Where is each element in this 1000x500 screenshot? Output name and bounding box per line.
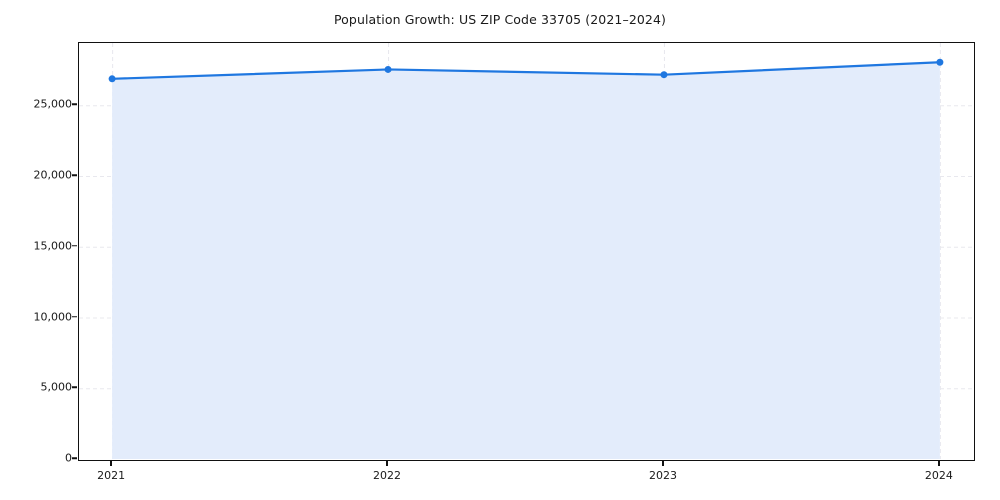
x-tick-mark <box>386 461 388 466</box>
y-axis-tick-labels: 0 5,000 10,000 15,000 20,000 25,000 <box>6 0 73 500</box>
x-tick-label: 2024 <box>924 469 953 482</box>
y-tick-label: 20,000 <box>33 168 73 182</box>
chart-title: Population Growth: US ZIP Code 33705 (20… <box>333 12 667 27</box>
data-point-2022 <box>384 65 392 73</box>
x-tick-mark <box>110 461 112 466</box>
plot-svg <box>79 43 973 459</box>
x-tick-label: 2021 <box>97 469 126 482</box>
y-tick-label: 25,000 <box>33 97 73 111</box>
x-tick-mark <box>938 461 940 466</box>
y-tick-label: 5,000 <box>40 380 73 394</box>
y-tick-mark <box>72 245 77 247</box>
x-tick-label: 2023 <box>648 469 677 482</box>
y-tick-mark <box>72 174 77 176</box>
y-tick-label: 10,000 <box>33 310 73 323</box>
area-fill <box>112 62 940 459</box>
y-tick-mark <box>72 386 77 388</box>
x-axis-tick-labels: 2021 2022 2023 2024 <box>0 469 1000 489</box>
y-tick-label: 15,000 <box>33 239 73 253</box>
data-point-2023 <box>660 71 668 79</box>
y-tick-mark <box>72 315 77 318</box>
x-tick-label: 2022 <box>373 469 402 482</box>
data-point-markers <box>108 58 944 83</box>
x-tick-mark <box>662 461 664 466</box>
data-point-2024 <box>936 58 944 66</box>
y-tick-label: 0 <box>65 451 72 465</box>
plot-area <box>78 42 975 461</box>
data-line <box>111 61 941 80</box>
y-tick-mark <box>72 457 77 459</box>
y-tick-mark <box>72 103 77 105</box>
data-point-2021 <box>108 75 116 83</box>
